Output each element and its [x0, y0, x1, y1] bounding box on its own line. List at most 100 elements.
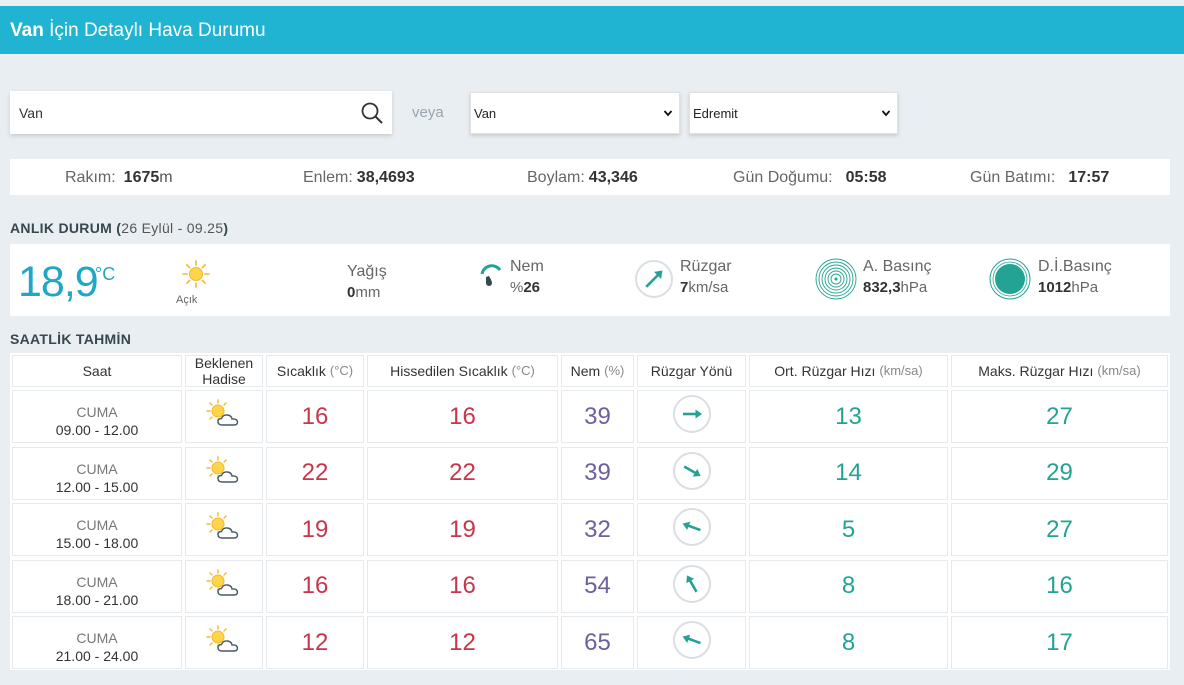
forecast-time-cell: CUMA 09.00 - 12.00: [12, 390, 182, 443]
header-temperature: Sıcaklık (°C): [266, 355, 364, 387]
altitude-unit: m: [159, 169, 173, 186]
latitude-info: Enlem: 38,4693: [303, 169, 415, 187]
forecast-feels-like: 22: [449, 459, 476, 486]
forecast-humidity-cell: 54: [561, 559, 634, 613]
actual-pressure-label: A. Basınç: [863, 258, 932, 275]
forecast-wind-direction-cell: [637, 503, 746, 556]
partly-cloudy-icon: [204, 398, 244, 435]
forecast-wind-direction-cell: [637, 390, 746, 443]
wind-arrow-icon: [672, 451, 712, 496]
partly-cloudy-icon: [204, 455, 244, 492]
province-select-value: Van: [474, 106, 497, 121]
sea-level-pressure-value: 1012hPa: [1038, 279, 1099, 296]
forecast-hours: 18.00 - 21.00: [55, 591, 139, 608]
forecast-temperature: 19: [301, 515, 329, 543]
latitude-value: 38,4693: [356, 169, 415, 186]
forecast-time-cell: CUMA 15.00 - 18.00: [12, 503, 182, 556]
longitude-info: Boylam: 43,346: [527, 169, 638, 187]
forecast-avg-wind: 14: [835, 459, 862, 486]
precipitation-label: Yağış: [347, 263, 387, 280]
humidity-label: Nem: [510, 258, 544, 275]
province-select[interactable]: Van: [470, 92, 680, 134]
temperature-unit: °C: [95, 264, 116, 284]
forecast-avg-wind-cell: 5: [749, 503, 948, 556]
wind-value: 7km/sa: [680, 279, 729, 296]
header-event: Beklenen Hadise: [185, 355, 263, 387]
wind-direction-icon: [635, 260, 673, 298]
forecast-temperature: 12: [301, 628, 329, 656]
chevron-down-icon: [881, 110, 891, 117]
wind-label: Rüzgar: [680, 258, 732, 275]
forecast-wind-direction-cell: [637, 616, 746, 669]
forecast-wind-direction-cell: [637, 446, 746, 500]
current-condition-text: Açık: [176, 294, 198, 306]
sunset-value: 17:57: [1068, 169, 1110, 186]
hourly-section-title: SAATLİK TAHMİN: [10, 331, 132, 347]
forecast-feels-like-cell: 19: [367, 503, 558, 556]
forecast-feels-like-cell: 16: [367, 559, 558, 613]
forecast-hours: 21.00 - 24.00: [55, 648, 139, 664]
header-time: Saat: [12, 355, 182, 387]
longitude-value: 43,346: [588, 169, 638, 186]
forecast-temperature-cell: 16: [266, 390, 364, 443]
forecast-avg-wind-cell: 13: [749, 390, 948, 443]
forecast-hours: 15.00 - 18.00: [55, 535, 139, 551]
sunrise-info: Gün Doğumu: 05:58: [733, 169, 887, 187]
sunrise-label: Gün Doğumu:: [733, 169, 833, 186]
precipitation-value: 0mm: [347, 284, 381, 301]
forecast-max-wind-cell: 17: [951, 616, 1168, 669]
sunset-label: Gün Batımı:: [970, 169, 1056, 186]
search-icon[interactable]: [360, 101, 384, 125]
forecast-day: CUMA: [76, 517, 118, 533]
forecast-temperature-cell: 22: [266, 446, 364, 500]
sea-level-pressure-label: D.İ.Basınç: [1038, 258, 1112, 275]
forecast-day: CUMA: [76, 573, 118, 590]
forecast-day: CUMA: [76, 630, 118, 646]
forecast-hours: 09.00 - 12.00: [55, 422, 139, 438]
forecast-humidity: 39: [584, 402, 611, 430]
search-input[interactable]: [10, 91, 350, 134]
forecast-temperature-cell: 12: [266, 616, 364, 669]
forecast-event-cell: [185, 559, 263, 613]
current-conditions: 18,9 °C Açık Yağış 0mm Nem %26 Rüzgar 7k…: [10, 244, 1170, 316]
header-wind-direction: Rüzgar Yönü: [637, 355, 746, 387]
district-select[interactable]: Edremit: [689, 92, 898, 134]
sea-level-pressure-icon: [989, 258, 1031, 300]
altitude-value: 1675: [123, 169, 160, 186]
forecast-humidity: 54: [584, 572, 611, 599]
forecast-feels-like: 19: [449, 515, 476, 543]
forecast-max-wind-cell: 27: [951, 390, 1168, 443]
wind-arrow-icon: [672, 394, 712, 439]
forecast-avg-wind-cell: 8: [749, 559, 948, 613]
actual-pressure-value: 832,3hPa: [863, 279, 928, 296]
wind-arrow-icon: [672, 507, 712, 552]
page-header: Van İçin Detaylı Hava Durumu: [0, 6, 1184, 54]
forecast-max-wind-cell: 27: [951, 503, 1168, 556]
hourly-forecast-table: Saat Beklenen Hadise Sıcaklık (°C) Hissedi…: [10, 353, 1170, 670]
forecast-humidity-cell: 32: [561, 503, 634, 556]
altitude-label: Rakım:: [65, 169, 116, 186]
header-humidity: Nem (%): [561, 355, 634, 387]
sunrise-value: 05:58: [845, 169, 887, 186]
forecast-humidity-cell: 39: [561, 390, 634, 443]
forecast-max-wind-cell: 16: [951, 559, 1168, 613]
wind-arrow-icon: [672, 620, 712, 665]
forecast-time-cell: CUMA 21.00 - 24.00: [12, 616, 182, 669]
page-title: Van İçin Detaylı Hava Durumu: [10, 20, 266, 42]
forecast-feels-like-cell: 22: [367, 446, 558, 500]
forecast-humidity: 39: [584, 459, 611, 486]
forecast-temperature: 16: [301, 402, 329, 430]
forecast-event-cell: [185, 390, 263, 443]
forecast-humidity: 32: [584, 515, 611, 543]
forecast-avg-wind-cell: 14: [749, 446, 948, 500]
chevron-down-icon: [663, 110, 673, 117]
forecast-time-cell: CUMA 18.00 - 21.00: [12, 559, 182, 613]
forecast-max-wind: 17: [1046, 628, 1073, 656]
forecast-humidity-cell: 39: [561, 446, 634, 500]
forecast-temperature: 22: [301, 459, 329, 486]
current-date: 26 Eylül - 09.25: [121, 220, 224, 236]
forecast-max-wind: 29: [1046, 459, 1073, 486]
forecast-avg-wind: 13: [835, 402, 862, 430]
forecast-max-wind: 16: [1046, 572, 1073, 599]
forecast-avg-wind-cell: 8: [749, 616, 948, 669]
